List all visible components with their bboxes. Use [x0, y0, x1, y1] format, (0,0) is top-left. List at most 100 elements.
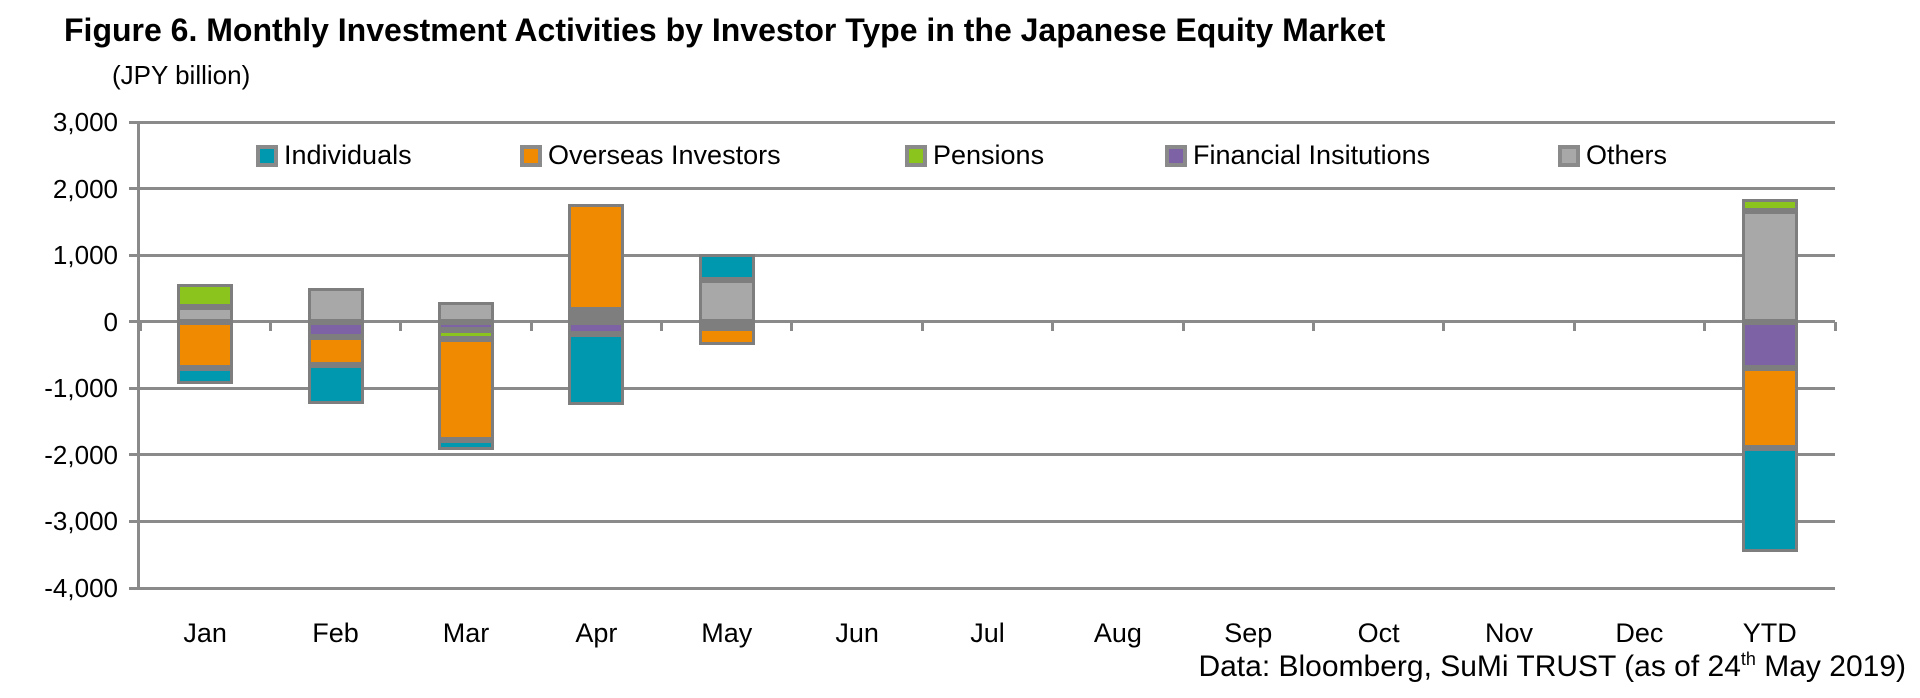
y-tick-label: 1,000	[52, 240, 118, 271]
bar-segment-may-individuals	[698, 254, 755, 281]
x-axis-label-apr: Apr	[575, 618, 618, 648]
data-source-note: Data: Bloomberg, SuMi TRUST (as of 24th …	[1198, 650, 1906, 684]
category-axis-tick	[1311, 321, 1315, 331]
category-axis-tick	[660, 321, 664, 331]
legend-swatch-icon	[905, 144, 927, 167]
gridline--1000	[140, 386, 1835, 390]
x-axis-label-jan: Jan	[183, 618, 227, 648]
legend-swatch-icon	[1165, 144, 1187, 167]
legend-label: Pensions	[933, 140, 1045, 170]
bar-segment-ytd-individuals	[1741, 447, 1798, 553]
category-axis-tick	[1442, 321, 1446, 331]
legend-item-pensions: Pensions	[905, 142, 1044, 169]
gridline--3000	[140, 519, 1835, 523]
x-axis-label-dec: Dec	[1615, 618, 1664, 648]
legend-label: Financial Insitutions	[1193, 140, 1431, 170]
bar-segment-ytd-pensions	[1741, 199, 1798, 212]
bar-segment-mar-individuals	[437, 440, 494, 451]
category-axis-tick	[790, 321, 794, 331]
category-axis-tick	[268, 321, 272, 331]
x-axis-label-ytd: YTD	[1742, 618, 1797, 648]
x-axis-label-jul: Jul	[970, 618, 1005, 648]
plot-area	[129, 120, 1837, 590]
bar-segment-feb-individuals	[307, 364, 364, 404]
bar-segment-jan-individuals	[177, 367, 234, 385]
category-axis-tick	[1833, 321, 1837, 331]
bar-segment-ytd-financial-insitutions	[1741, 321, 1798, 369]
bar-segment-may-others	[698, 280, 755, 322]
bar-segment-apr-others	[568, 315, 625, 322]
bar-segment-jan-others	[177, 307, 234, 322]
legend-swatch-icon	[1558, 144, 1580, 167]
legend-swatch-icon	[520, 144, 542, 167]
x-axis-label-jun: Jun	[835, 618, 879, 648]
category-axis-tick	[529, 321, 533, 331]
y-axis-tick--4000	[129, 586, 140, 590]
bar-segment-jan-overseas-investors	[177, 321, 234, 368]
gridline-3000	[140, 120, 1835, 124]
category-axis-tick	[1051, 321, 1055, 331]
y-axis-tick-3000	[129, 120, 140, 124]
legend-item-individuals: Individuals	[256, 142, 412, 169]
legend-item-overseas-investors: Overseas Investors	[520, 142, 781, 169]
bar-segment-feb-overseas-investors	[307, 337, 364, 365]
y-tick-label: -2,000	[44, 439, 118, 470]
x-axis-label-sep: Sep	[1224, 618, 1273, 648]
category-axis-tick	[399, 321, 403, 331]
category-axis-tick	[1181, 321, 1185, 331]
y-axis-tick--2000	[129, 453, 140, 457]
legend-label: Overseas Investors	[548, 140, 781, 170]
bar-segment-mar-others	[437, 301, 494, 322]
y-axis-tick--1000	[129, 386, 140, 390]
x-axis-label-nov: Nov	[1485, 618, 1534, 648]
y-tick-label: 3,000	[52, 107, 118, 137]
y-tick-label: 0	[103, 306, 118, 337]
bar-segment-feb-others	[307, 288, 364, 322]
bar-segment-ytd-overseas-investors	[1741, 368, 1798, 448]
y-axis-tick-1000	[129, 253, 140, 257]
y-axis-tick--3000	[129, 519, 140, 523]
gridline-2000	[140, 187, 1835, 191]
y-axis-tick-2000	[129, 187, 140, 191]
bar-segment-apr-pensions	[568, 310, 625, 317]
gridline--4000	[140, 586, 1835, 590]
legend-item-others: Others	[1558, 142, 1667, 169]
gridline--2000	[140, 453, 1835, 457]
data-source-text: Data: Bloomberg, SuMi TRUST (as of 24	[1198, 650, 1741, 683]
category-axis-tick	[138, 321, 142, 331]
bar-segment-jan-pensions	[177, 284, 234, 308]
legend-label: Others	[1586, 140, 1668, 170]
category-axis-tick	[1703, 321, 1707, 331]
bar-segment-may-pensions	[698, 321, 755, 329]
y-tick-label: -4,000	[44, 573, 118, 603]
x-axis-label-feb: Feb	[312, 618, 359, 648]
bar-segment-apr-financial-insitutions	[568, 321, 625, 335]
y-tick-label: -1,000	[44, 373, 118, 404]
x-axis-label-mar: Mar	[442, 618, 490, 648]
legend-item-financial-insitutions: Financial Insitutions	[1165, 142, 1430, 169]
x-axis-labels: Jan Feb Mar Apr May Jun Jul Aug Sep Oct Nov Dec YTD	[140, 618, 1835, 654]
x-axis-label-aug: Aug	[1093, 618, 1142, 648]
bar-segment-ytd-others	[1741, 211, 1798, 322]
data-source-superscript: th	[1740, 649, 1756, 669]
bar-segment-apr-individuals	[568, 334, 625, 405]
y-axis-line	[137, 122, 140, 588]
bar-segment-apr-overseas-investors	[568, 203, 625, 311]
axis-unit-label: (JPY billion)	[112, 60, 251, 90]
y-tick-label: -3,000	[44, 506, 118, 537]
bar-segment-mar-financial-insitutions	[437, 321, 494, 331]
gridline-0	[140, 320, 1835, 324]
category-axis-tick	[1572, 321, 1576, 331]
bar-segment-mar-pensions	[437, 330, 494, 339]
bar-segment-feb-financial-insitutions	[307, 321, 364, 337]
gridline-1000	[140, 253, 1835, 257]
bar-segment-mar-overseas-investors	[437, 339, 494, 441]
category-axis-tick	[920, 321, 924, 331]
chart-title: Figure 6. Monthly Investment Activities …	[64, 12, 1386, 48]
x-axis-label-oct: Oct	[1357, 618, 1400, 648]
legend-swatch-icon	[256, 144, 278, 167]
chart-legend: Individuals Overseas Investors Pensions Fin…	[0, 142, 1920, 169]
y-tick-label: 2,000	[52, 173, 118, 204]
data-source-text-suffix: May 2019)	[1755, 650, 1906, 683]
